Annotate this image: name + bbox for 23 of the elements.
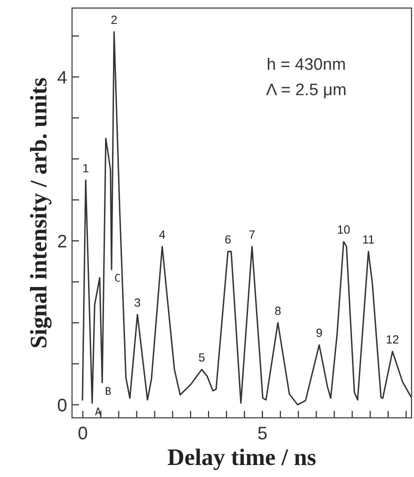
y-tick-label: 4: [58, 71, 67, 84]
x-axis-title: Delay time / ns: [168, 448, 316, 470]
annotation: 2: [111, 16, 117, 24]
annotation: Λ = 2.5 μm: [266, 84, 346, 98]
annotation: 8: [275, 306, 281, 315]
annotation: 7: [249, 230, 255, 239]
annotation: 4: [159, 230, 166, 239]
y-tick-label: 2: [58, 234, 66, 248]
annotation: C: [115, 274, 120, 282]
annotation: 9: [316, 328, 322, 338]
annotation: 3: [134, 298, 140, 307]
annotation: 1: [83, 164, 88, 172]
annotation: h = 430nm: [268, 58, 345, 70]
annotation: 10: [338, 225, 350, 234]
y-tick-label: 0: [58, 398, 66, 412]
annotation: 5: [198, 353, 205, 362]
annotation: B: [106, 387, 111, 395]
annotation: A: [95, 408, 102, 416]
annotation: 11: [363, 235, 374, 244]
y-axis-title: Signal intensity / arb. units: [30, 78, 52, 348]
annotation: 6: [225, 235, 231, 244]
line-series: [82, 31, 412, 406]
annotation: 12: [386, 335, 398, 344]
